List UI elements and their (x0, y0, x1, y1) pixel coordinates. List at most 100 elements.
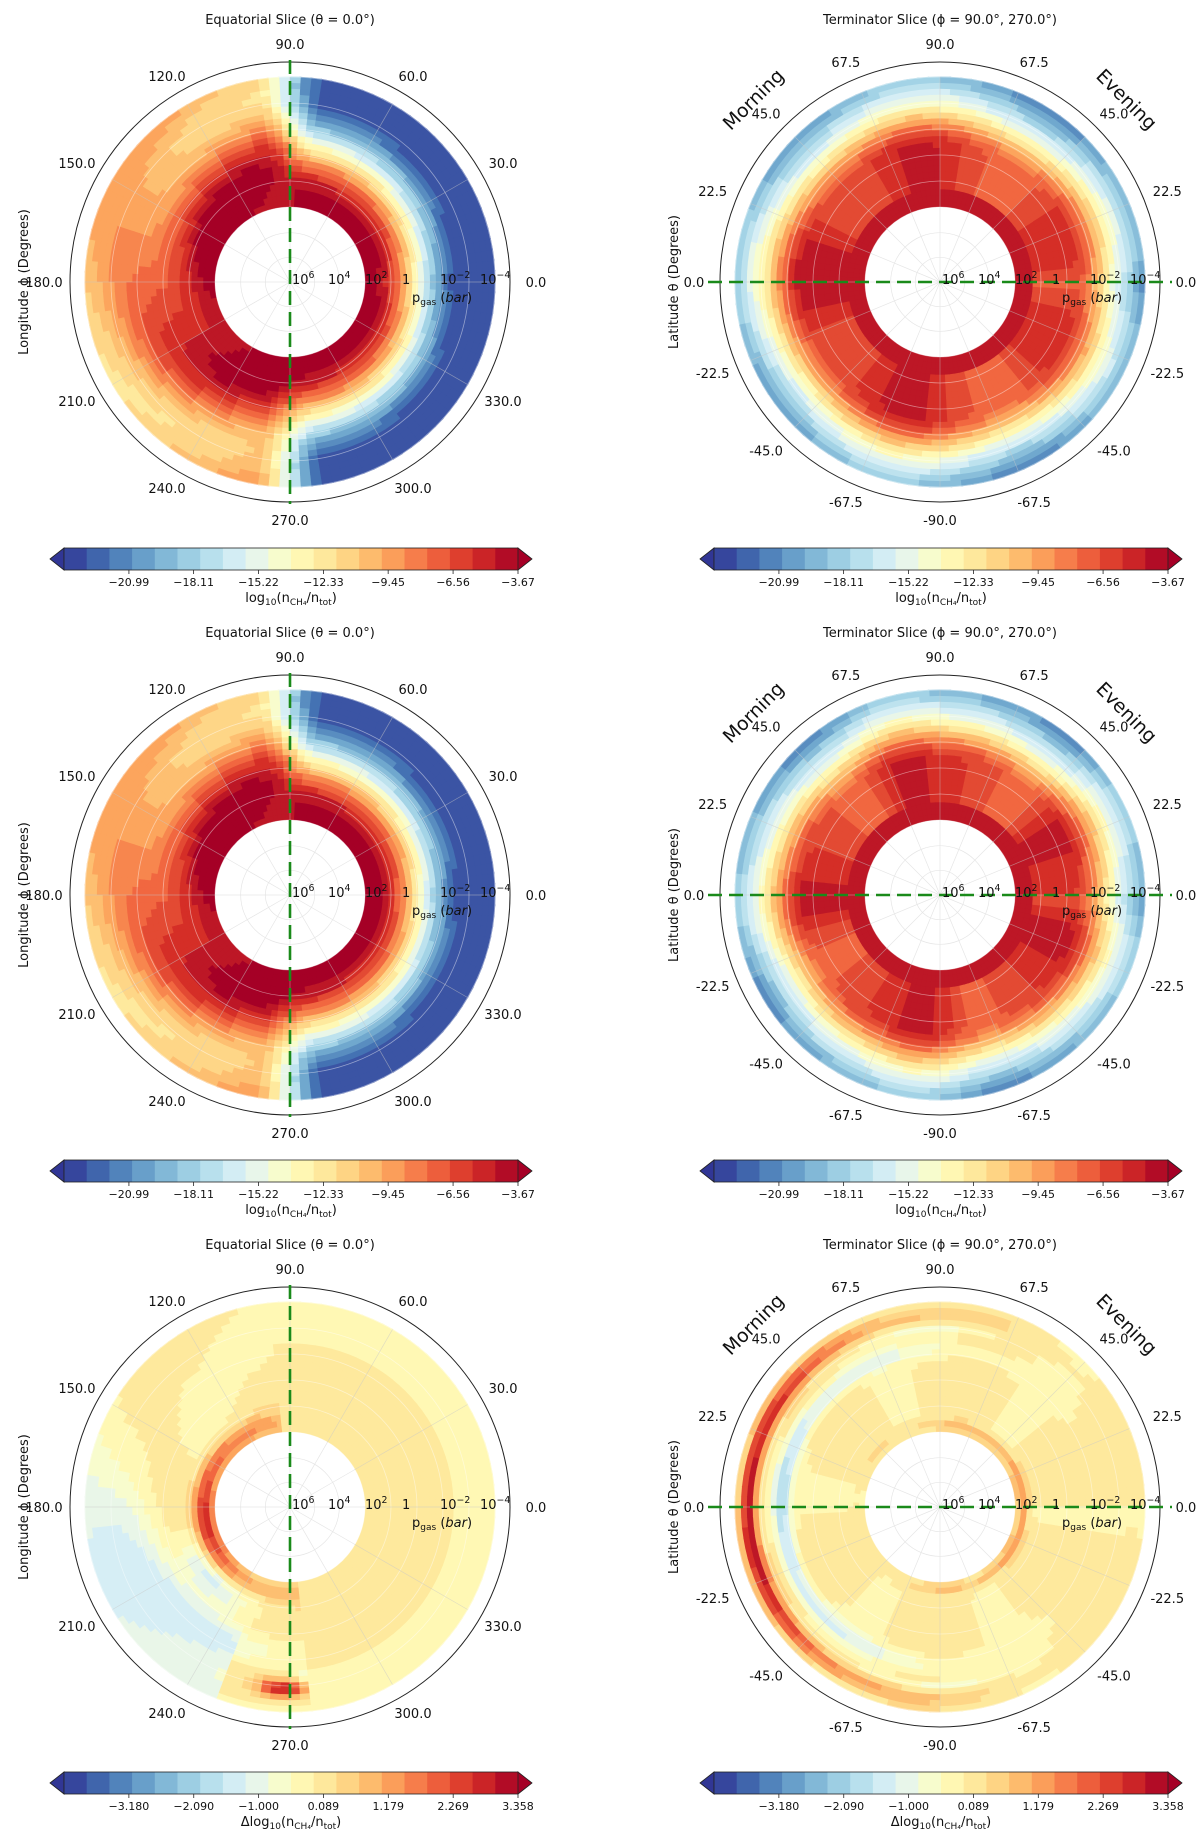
contour-cell (931, 440, 941, 447)
contour-cell (939, 94, 950, 101)
contour-cell (280, 374, 286, 381)
contour-cell (812, 269, 819, 277)
contour-cell (102, 282, 109, 293)
contour-cell (940, 475, 952, 482)
colorbar-extend-low (50, 548, 64, 570)
contour-cell (925, 415, 934, 422)
contour-cell (277, 404, 285, 411)
contour-cell (394, 276, 401, 283)
contour-cell (173, 270, 180, 277)
contour-cell (150, 267, 157, 276)
contour-cell (939, 147, 947, 154)
contour-cell (930, 106, 940, 113)
contour-cell (940, 422, 949, 429)
contour-cell (817, 269, 824, 276)
angle-tick-label: 0.0 (526, 276, 547, 291)
contour-cell (290, 463, 301, 470)
contour-cell (931, 130, 940, 137)
contour-cell (752, 282, 759, 293)
contour-cell (290, 445, 300, 452)
contour-cell (841, 272, 848, 278)
contour-cell (946, 142, 955, 149)
colorbar-tick-label: −6.56 (436, 576, 470, 589)
contour-cell (96, 282, 103, 293)
contour-cell (138, 282, 145, 291)
contour-cell (290, 410, 298, 417)
contour-cell (294, 189, 300, 196)
contour-cell (295, 159, 302, 166)
contour-cell (934, 171, 941, 178)
colorbar-tick-label: −15.22 (238, 576, 279, 589)
contour-cell (277, 398, 284, 405)
contour-cell (805, 275, 812, 283)
contour-cell (940, 416, 948, 423)
contour-cell (933, 153, 941, 160)
contour-cell (278, 392, 285, 399)
contour-cell (940, 469, 951, 476)
contour-cell (934, 183, 940, 190)
contour-cell (933, 165, 940, 172)
contour-cell (296, 154, 304, 161)
contour-cell (940, 398, 947, 405)
contour-cell (940, 428, 949, 435)
contour-cell (746, 282, 753, 293)
contour-cell (1121, 271, 1128, 282)
contour-cell (423, 288, 430, 297)
contour-cell (932, 428, 941, 435)
contour-cell (90, 282, 97, 294)
contour-cell (940, 381, 946, 388)
contour-cell (471, 271, 478, 282)
colorbar-tick-label: −18.11 (173, 576, 214, 589)
contour-cell (167, 282, 174, 289)
colorbar-segment (405, 548, 428, 570)
contour-cell (944, 189, 950, 196)
contour-cell (144, 274, 151, 283)
contour-cell (144, 282, 151, 291)
contour-cell (197, 272, 204, 278)
contour-cell (424, 274, 431, 282)
contour-cell (162, 269, 169, 277)
angle-tick-label: 240.0 (148, 482, 185, 497)
contour-cell (280, 106, 290, 113)
contour-cell (279, 88, 290, 95)
contour-cell (138, 274, 145, 283)
contour-cell (939, 136, 948, 143)
contour-cell (418, 274, 425, 282)
angle-tick-label: 90.0 (276, 38, 305, 53)
contour-cell (290, 469, 301, 476)
contour-cell (179, 270, 186, 277)
contour-cell (296, 142, 305, 149)
colorbar-segment (64, 548, 87, 570)
colorbar-segment (178, 548, 201, 570)
contour-cell (382, 286, 389, 292)
contour-cell (430, 281, 437, 290)
contour-cell (928, 386, 935, 393)
contour-cell (279, 380, 285, 387)
contour-cell (120, 273, 127, 283)
contour-cell (114, 273, 121, 283)
contour-cell (412, 275, 419, 283)
contour-cell (295, 165, 302, 172)
contour-cell (167, 276, 174, 283)
contour-cell (430, 273, 437, 282)
angle-tick-label: 330.0 (484, 395, 521, 410)
colorbar-segment (268, 548, 291, 570)
contour-cell (289, 94, 300, 101)
contour-cell (931, 445, 941, 452)
contour-cell (930, 374, 936, 381)
contour-cell (294, 201, 299, 208)
contour-cell (931, 136, 940, 143)
contour-cell (120, 282, 127, 292)
contour-cell (290, 451, 300, 458)
contour-cell (929, 94, 940, 101)
contour-cell (295, 171, 302, 178)
colorbar-tick-label: −20.99 (109, 576, 150, 589)
terminator-panel: Terminator Slice (ϕ = 90.0°, 270.0°)0.02… (667, 13, 1196, 529)
colorbar-segment (336, 548, 359, 570)
colorbar-tick-label: −12.33 (303, 576, 344, 589)
contour-cell (102, 272, 109, 283)
colorbar-segment (200, 548, 223, 570)
colorbar-tick-label: −9.45 (371, 576, 405, 589)
